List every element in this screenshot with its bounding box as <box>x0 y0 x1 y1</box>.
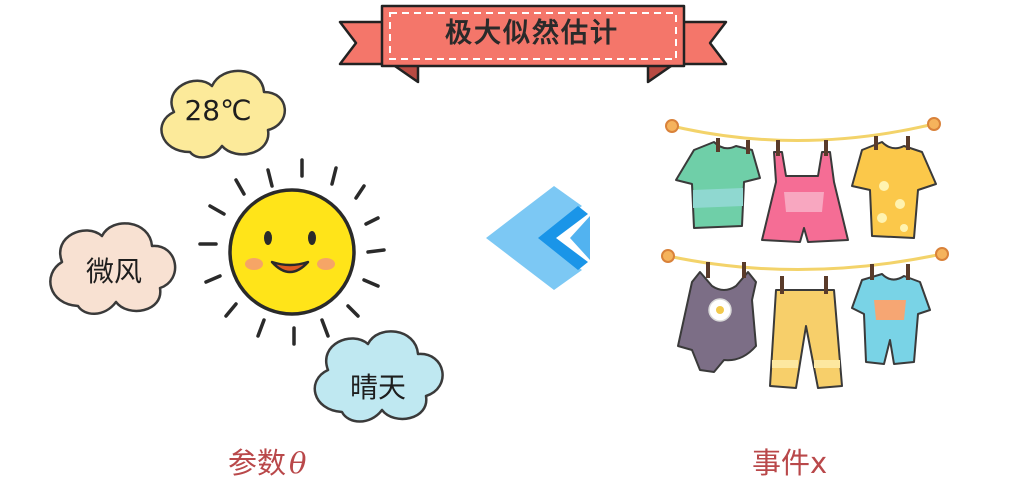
yellow-pants <box>769 276 843 389</box>
caption-parameter-symbol: θ <box>289 446 307 480</box>
sun-rays <box>198 158 386 346</box>
green-shirt <box>675 138 761 229</box>
cloud-label-wind: 微风 <box>85 255 142 288</box>
teal-romper <box>851 264 931 365</box>
cloud-wind <box>49 222 177 315</box>
cloud-temperature <box>160 69 286 159</box>
smiling-sun-icon <box>228 188 356 316</box>
left-double-chevron-icon <box>486 186 590 290</box>
caption-event: 事件x <box>752 446 828 480</box>
caption-parameter: 参数 θ <box>228 440 338 482</box>
yellow-shirt <box>851 136 937 239</box>
caption-parameter-text: 参数 <box>228 446 287 480</box>
cloud-sky <box>313 330 444 423</box>
purple-onesie <box>677 262 757 373</box>
pink-overall <box>761 140 849 243</box>
banner-title: 极大似然估计 <box>445 18 619 49</box>
cloud-label-sky: 晴天 <box>349 371 406 404</box>
cloud-label-temperature: 28℃ <box>184 94 252 127</box>
clothesline-icon <box>661 117 949 389</box>
banner-ribbon <box>338 4 728 84</box>
